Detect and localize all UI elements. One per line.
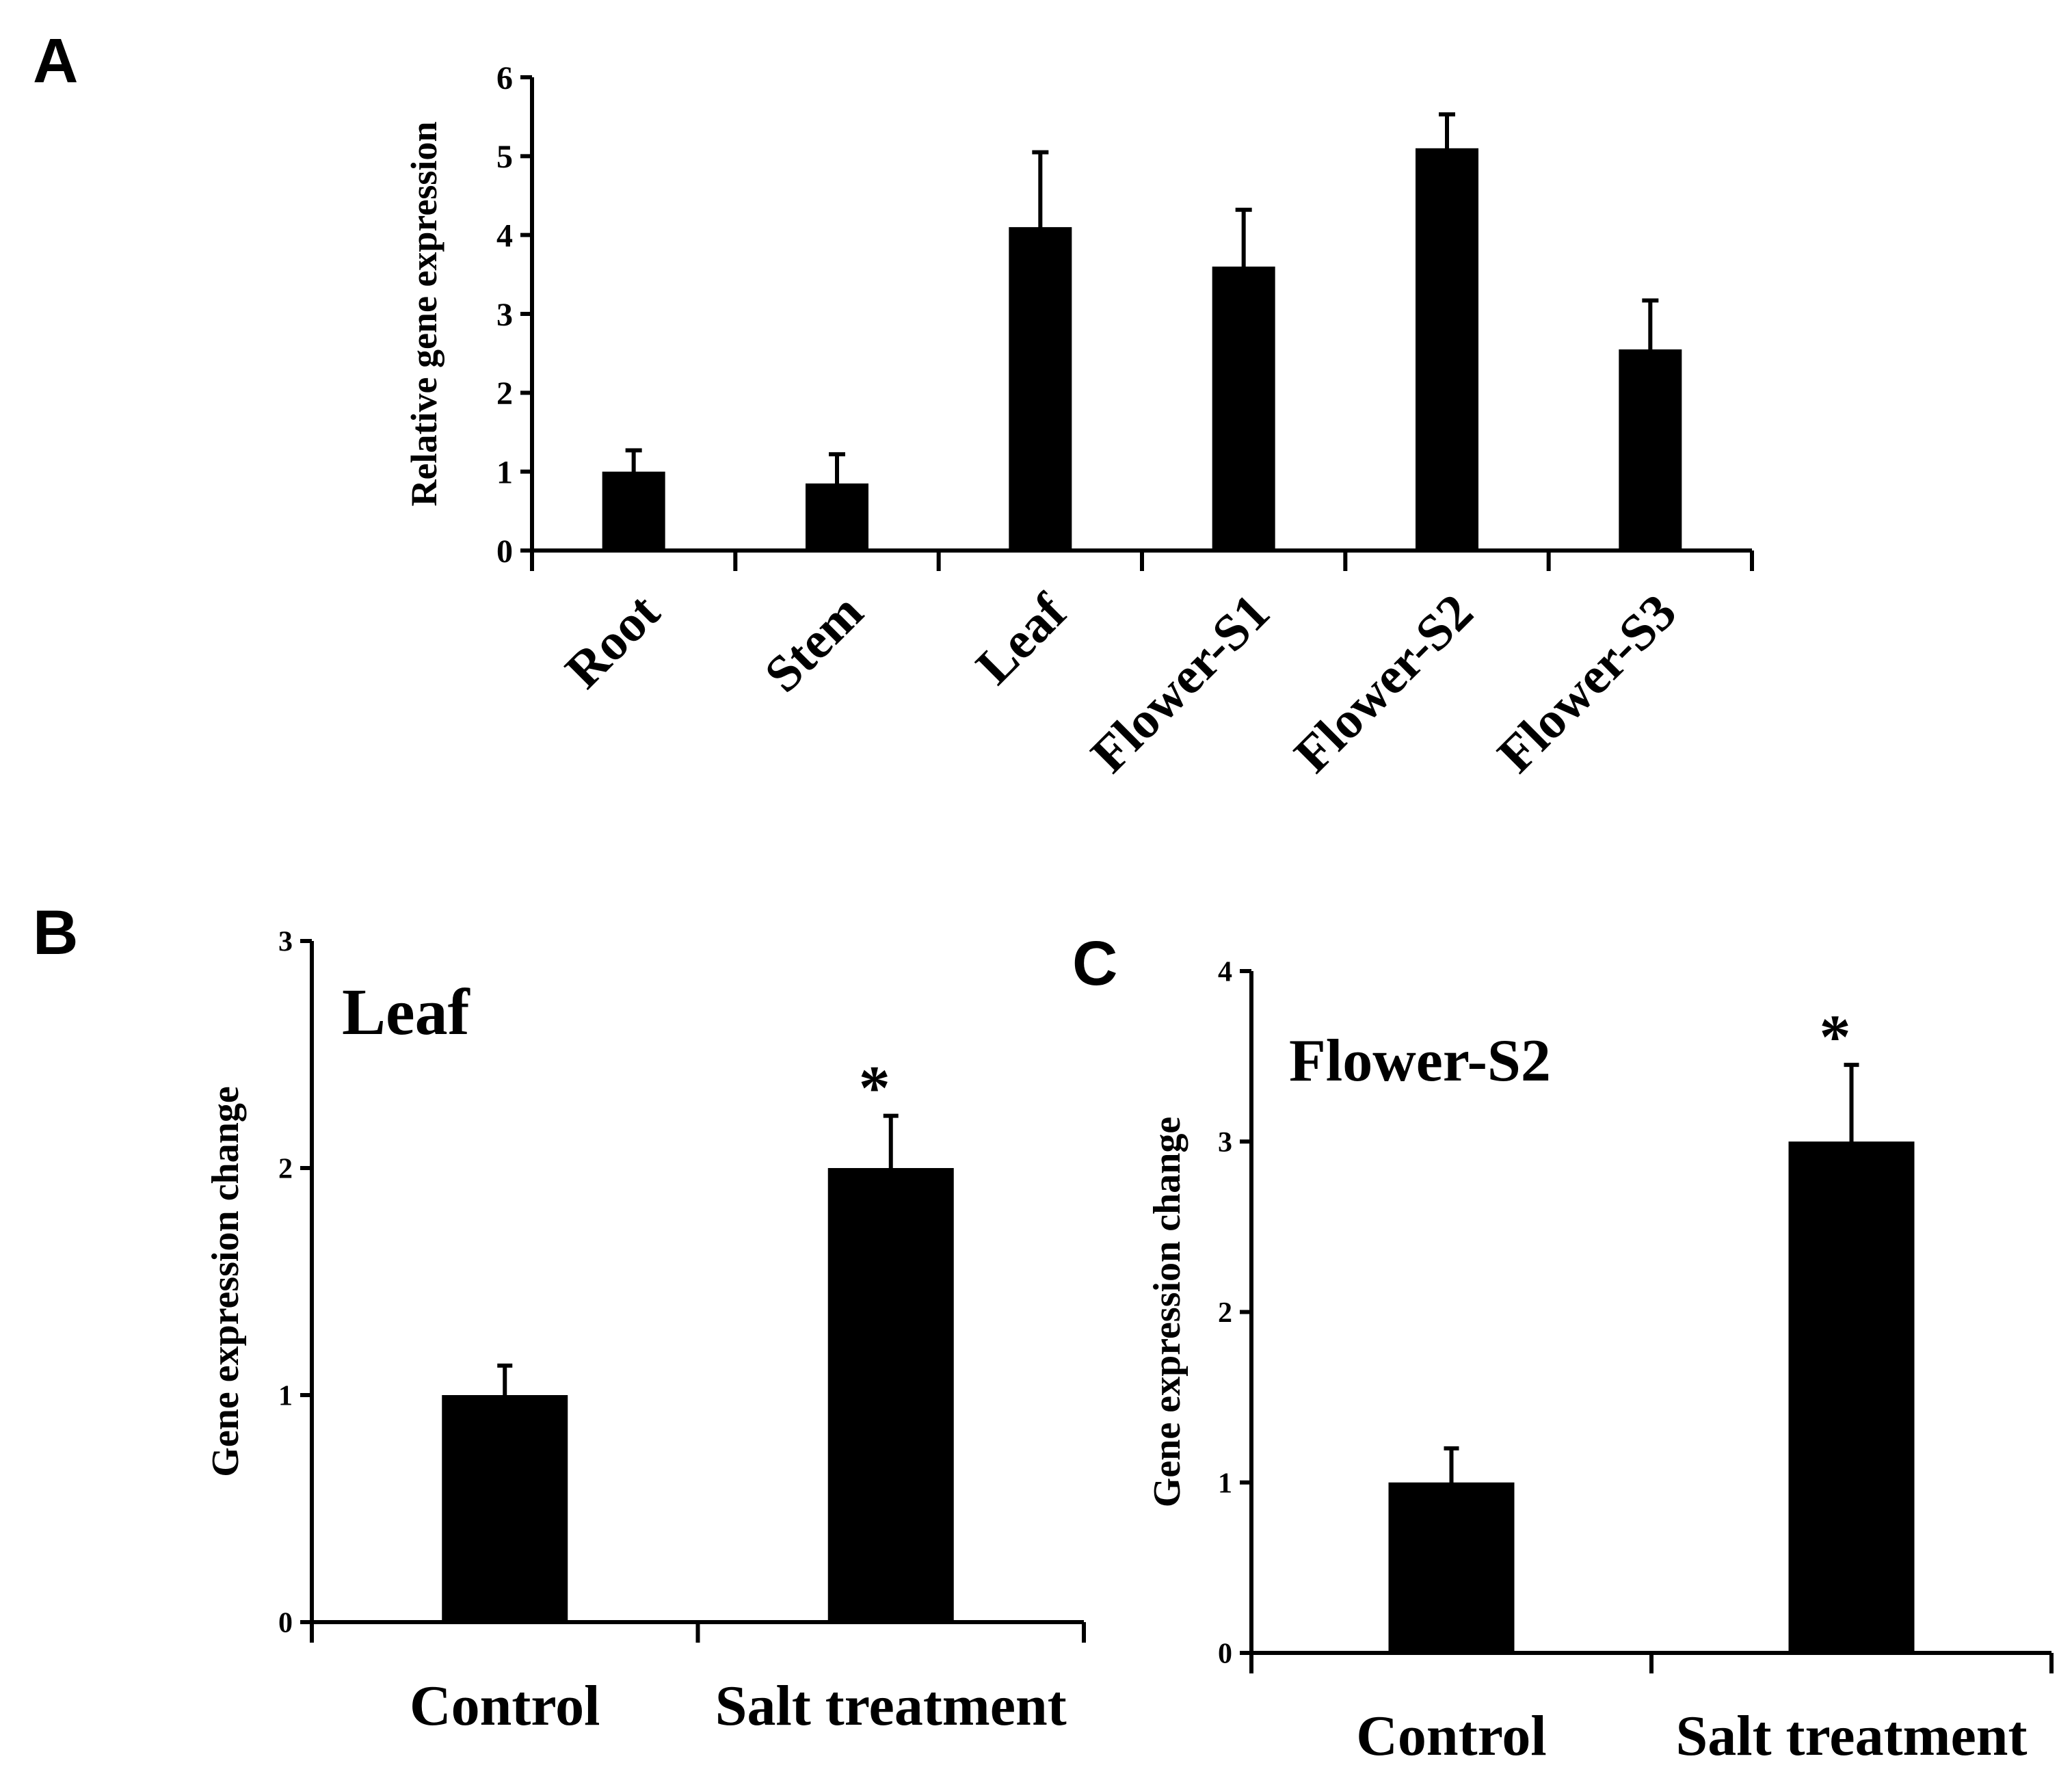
y-tick-label: 2: [496, 375, 513, 412]
y-tick-label: 1: [496, 454, 513, 490]
y-tick-label: 4: [1218, 957, 1232, 988]
panel-letter-c: C: [1072, 929, 1117, 998]
x-tick-label: Flower-S3: [1487, 583, 1687, 784]
bar-flower-s1: [1212, 266, 1275, 551]
bar-stem: [806, 483, 868, 551]
bar-control: [1388, 1482, 1515, 1653]
chart-panel-c: 0 1 2 3 4 Gene expression change Flower-S2 Cont…: [1146, 957, 2054, 1768]
x-tick-label: Flower-S1: [1080, 583, 1280, 784]
y-tick-label: 2: [278, 1154, 293, 1185]
significance-marker: *: [1820, 1002, 1851, 1072]
y-tick-label: 5: [496, 139, 513, 175]
bar-salt-treatment: [827, 1168, 954, 1622]
chart-title: Flower-S2: [1289, 1028, 1551, 1094]
bar-leaf: [1009, 227, 1072, 551]
bar-root: [602, 471, 665, 551]
x-tick-label: Control: [1356, 1704, 1546, 1768]
y-tick-label: 0: [1218, 1639, 1232, 1670]
x-tick-label: Root: [555, 583, 671, 700]
panel-letter-a: A: [33, 26, 78, 96]
panel-letter-b: B: [33, 898, 78, 968]
y-axis-label: Relative gene expression: [403, 122, 444, 507]
x-tick-label: Stem: [754, 583, 874, 704]
significance-marker: *: [859, 1053, 890, 1123]
y-tick-label: 2: [1218, 1297, 1232, 1329]
y-tick-label: 6: [496, 60, 513, 96]
bar-flower-s3: [1619, 349, 1682, 551]
y-axis-label: Gene expression change: [1146, 1117, 1188, 1507]
y-axis-label: Gene expression change: [204, 1086, 247, 1476]
chart-panel-b: 0 1 2 3 Gene expression change Leaf Control * Sa…: [204, 927, 1086, 1738]
x-tick-label: Salt treatment: [1676, 1704, 2028, 1768]
y-tick-label: 0: [278, 1608, 293, 1639]
bar-salt-treatment: [1788, 1141, 1915, 1653]
x-tick-label: Control: [410, 1674, 600, 1738]
y-tick-label: 3: [278, 927, 293, 958]
chart-title: Leaf: [342, 975, 470, 1048]
bar-control: [442, 1395, 568, 1622]
y-tick-label: 4: [496, 217, 513, 254]
y-tick-label: 3: [496, 297, 513, 333]
y-tick-label: 1: [1218, 1468, 1232, 1499]
x-tick-label: Leaf: [965, 582, 1078, 695]
y-tick-label: 3: [1218, 1127, 1232, 1158]
bar-flower-s2: [1416, 148, 1478, 551]
y-tick-label: 1: [278, 1381, 293, 1412]
y-tick-label: 0: [496, 533, 513, 570]
x-tick-label: Flower-S2: [1284, 583, 1484, 784]
chart-panel-a: 0 1 2 3 4 5 6 Relative gene expression Root Stem L…: [403, 60, 1754, 784]
x-tick-label: Salt treatment: [715, 1674, 1067, 1738]
